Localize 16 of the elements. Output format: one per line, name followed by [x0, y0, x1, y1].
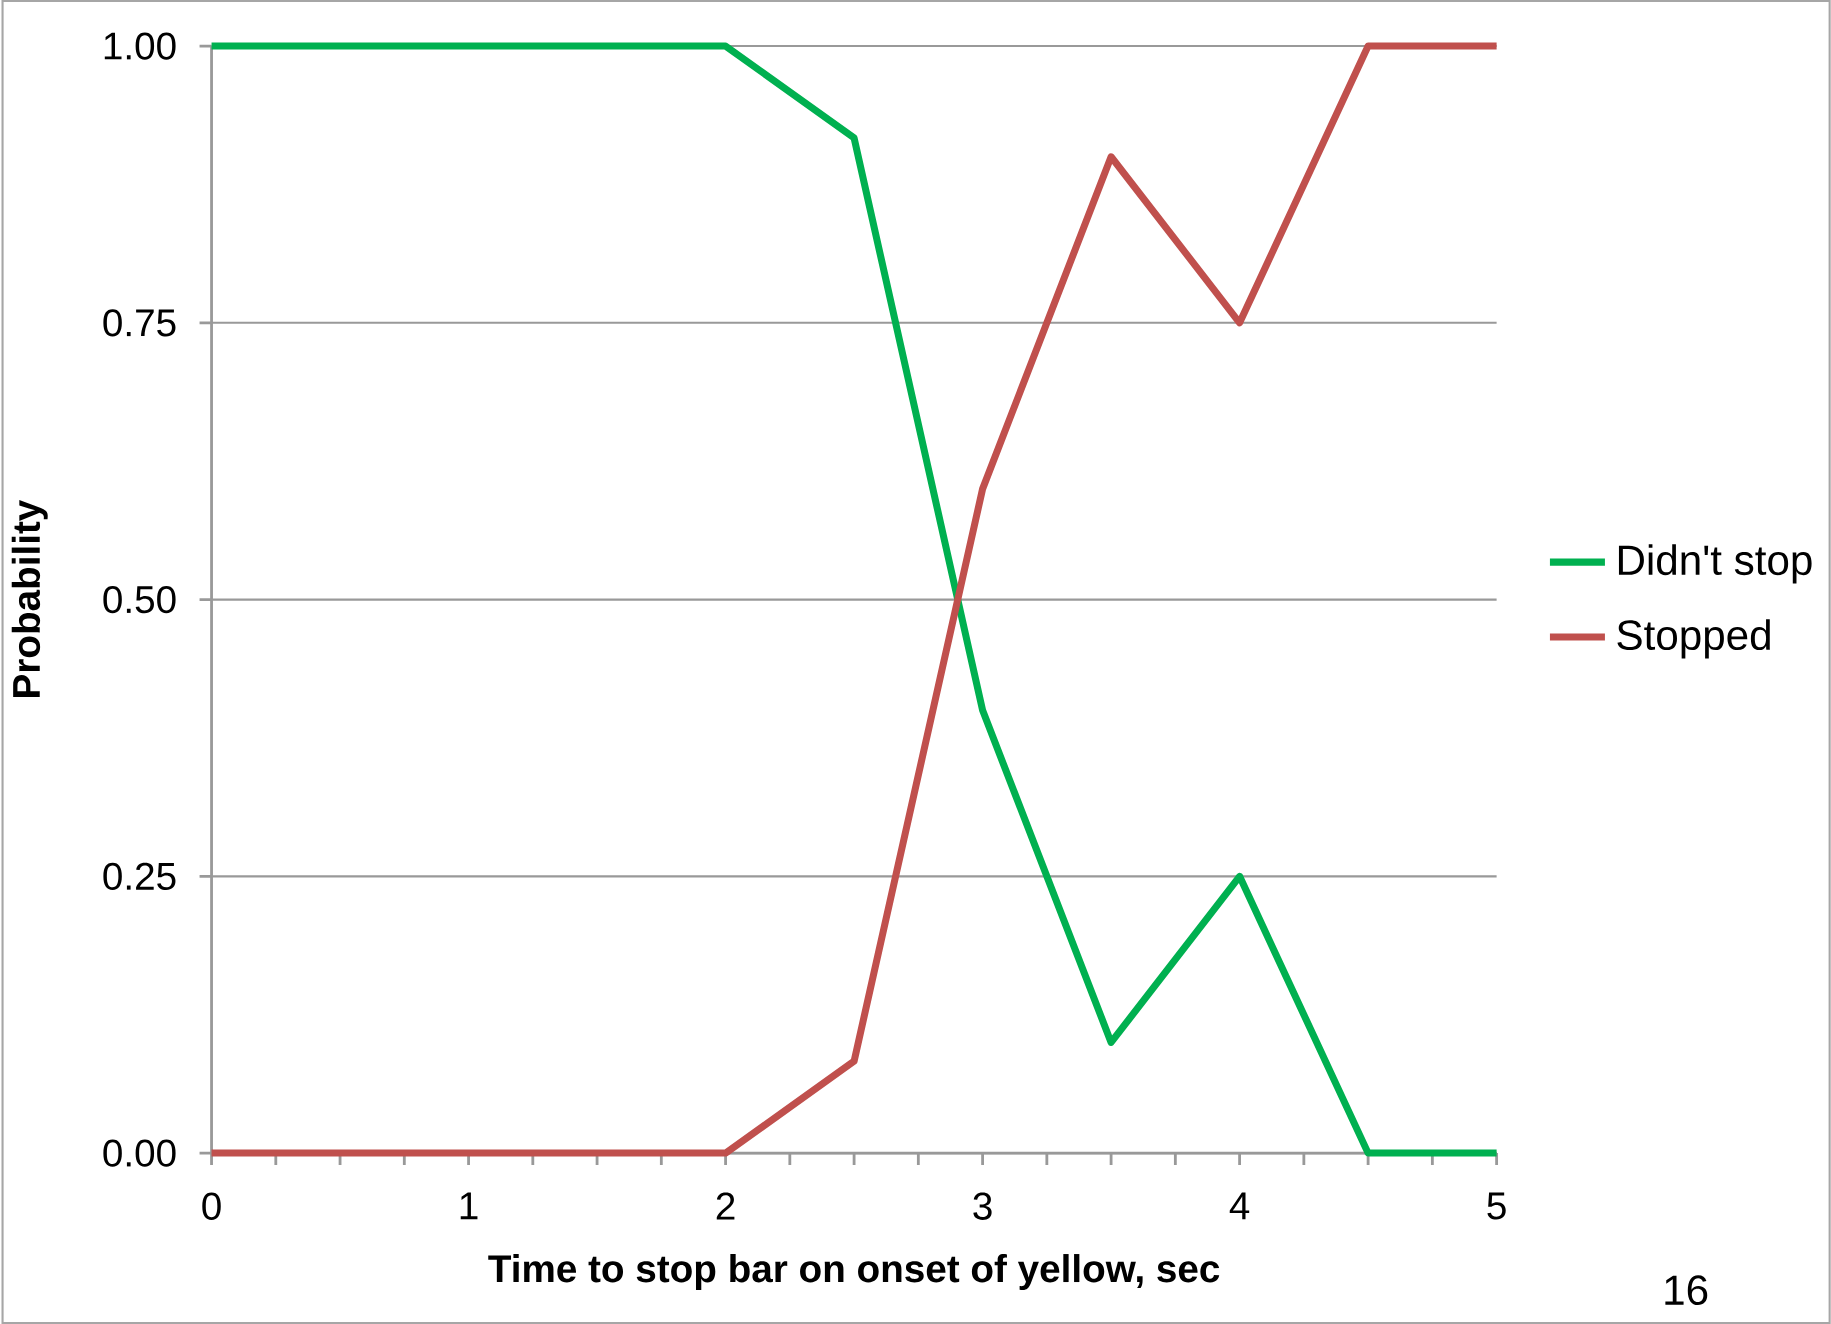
- text: 16: [1665, 1275, 1708, 1305]
- x-axis-title: Time to stop bar on onset of yellow, sec: [488, 1253, 1220, 1290]
- legend-label: Didn't stop: [1618, 544, 1812, 584]
- y-tick-label: 1.00: [104, 32, 176, 60]
- y-tick-label: 0.00: [103, 1139, 176, 1167]
- legend-label: Stopped: [1617, 619, 1770, 659]
- x-tick-label: 4: [1229, 1192, 1250, 1220]
- x-tick-label: 1: [460, 1192, 478, 1220]
- y-tick-label: 0.75: [103, 309, 176, 337]
- y-tick-label: 0.25: [103, 862, 176, 890]
- y-tick-label: 0.50: [103, 585, 176, 614]
- y-axis-title: Probability: [11, 499, 48, 697]
- x-tick-label: 0: [202, 1192, 221, 1220]
- x-tick-label: 2: [716, 1192, 735, 1220]
- x-tick-label: 3: [973, 1192, 992, 1220]
- x-tick-label: 5: [1487, 1192, 1506, 1220]
